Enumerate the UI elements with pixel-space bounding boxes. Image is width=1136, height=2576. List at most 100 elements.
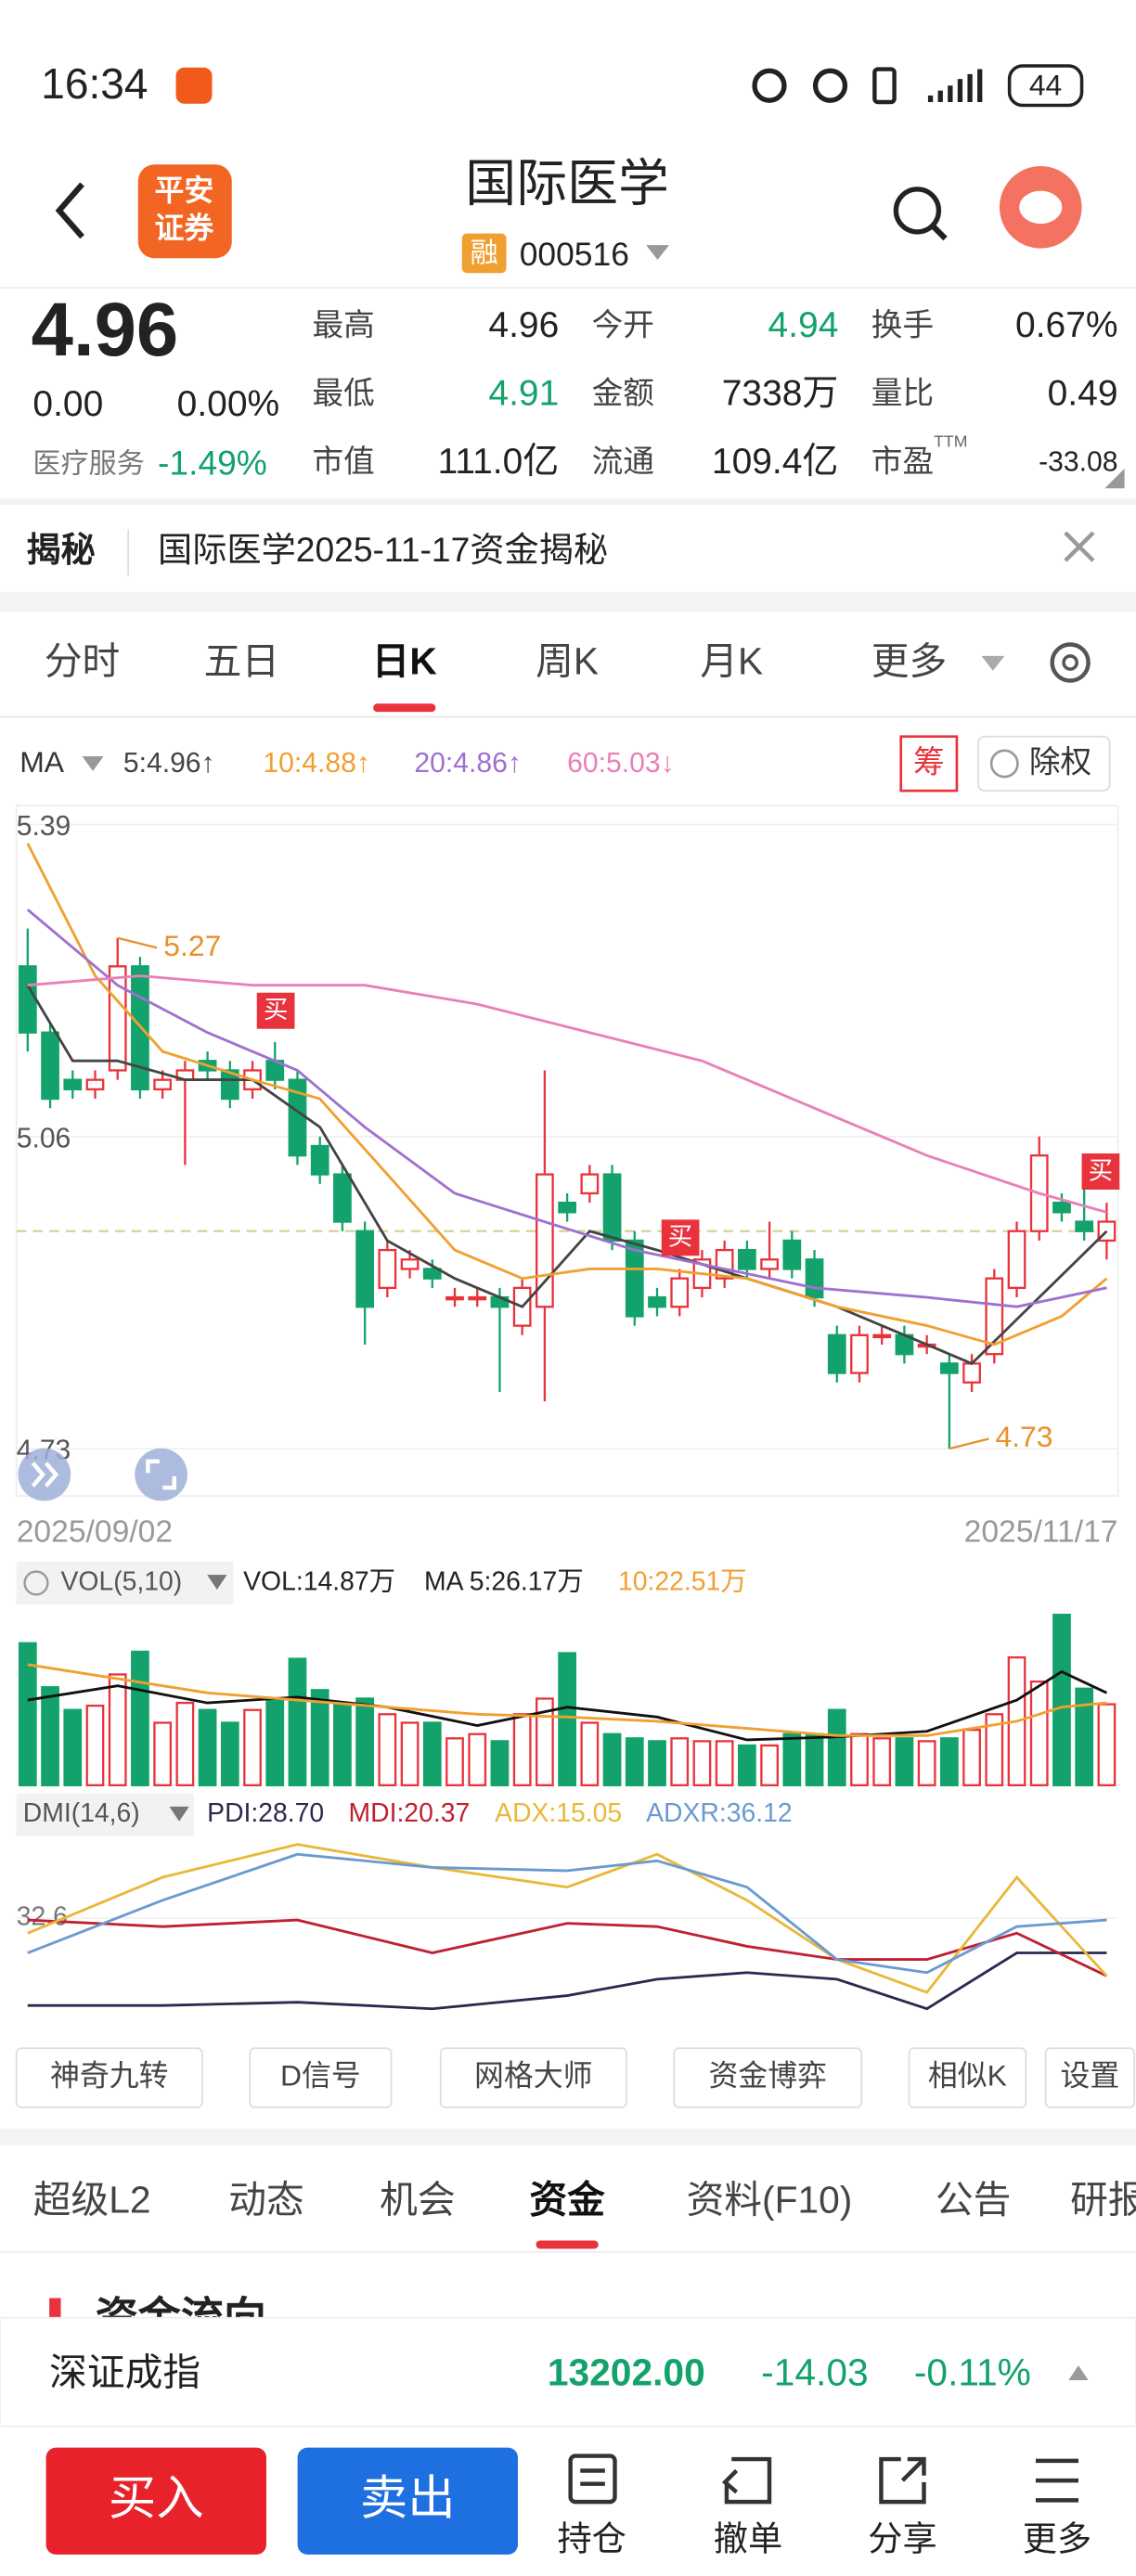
period-tab[interactable]: 月K	[700, 640, 763, 683]
vol-indicator-box[interactable]	[16, 1561, 234, 1604]
field-label: 今开	[592, 308, 654, 343]
buy-signal-text: 买	[264, 996, 289, 1024]
candle-body	[782, 1239, 802, 1270]
logo-text: 证券	[155, 212, 215, 245]
alarm-icon	[812, 68, 848, 103]
tool-button[interactable]	[439, 2047, 627, 2108]
candle-body	[1075, 1220, 1094, 1232]
volume-bar	[422, 1721, 442, 1786]
volume-bar	[378, 1713, 397, 1786]
notice-text[interactable]: 国际医学2025-11-17资金揭秘	[158, 530, 608, 569]
extreme-label: 4.73	[995, 1420, 1052, 1453]
volume-ma-legend: 10:22.51万	[618, 1566, 747, 1596]
search-button[interactable]	[893, 187, 942, 235]
ma-legend: 5:4.96↑	[123, 748, 215, 779]
volume-bar	[198, 1708, 217, 1786]
candle-body	[220, 1069, 239, 1101]
period-tab[interactable]: 五日	[204, 640, 279, 683]
dropdown-arrow[interactable]	[646, 245, 669, 261]
field-value: 4.91	[488, 373, 559, 413]
period-tab[interactable]: 更多	[871, 640, 947, 683]
close-notice[interactable]	[1064, 531, 1095, 562]
volume-bar	[715, 1740, 734, 1786]
candle-body	[18, 965, 37, 1034]
period-tab[interactable]: 日K	[372, 640, 438, 683]
vol-dropdown	[207, 1575, 227, 1591]
nav-label[interactable]: 持仓	[557, 2518, 626, 2557]
section-tab[interactable]: 动态	[228, 2179, 303, 2222]
volume-bar	[760, 1744, 779, 1786]
ma-label[interactable]: MA	[19, 745, 65, 779]
volume-bar	[1029, 1680, 1049, 1786]
margin-badge-text: 融	[471, 238, 498, 269]
volume-bar	[872, 1737, 892, 1786]
volume-bar	[220, 1721, 239, 1786]
tool-button[interactable]	[1044, 2047, 1136, 2108]
field-sup: TTM	[934, 431, 967, 450]
period-tab[interactable]: 周K	[536, 640, 599, 683]
corner-arrow	[1104, 468, 1125, 489]
chip-button[interactable]	[899, 735, 959, 792]
section-tab[interactable]: 公告	[936, 2179, 1011, 2222]
price-change: 0.00	[32, 384, 103, 424]
candle-body	[602, 1173, 622, 1243]
volume-bar	[805, 1732, 824, 1786]
candle-body	[648, 1295, 666, 1308]
section-tab[interactable]: 资金	[529, 2179, 605, 2222]
tool-button[interactable]	[15, 2047, 203, 2108]
section-tab[interactable]: 超级L2	[33, 2179, 151, 2222]
volume-bar	[962, 1728, 981, 1786]
buy-signal	[661, 1219, 700, 1256]
volume-bar	[782, 1732, 802, 1786]
volume-bar	[580, 1721, 600, 1786]
expand-arrow[interactable]	[1068, 2365, 1089, 2381]
candle-body	[422, 1268, 442, 1280]
chip-button-text: 筹	[913, 745, 945, 780]
period-tab[interactable]: 分时	[45, 640, 120, 683]
field-label: 换手	[871, 308, 934, 343]
field-value: 109.4亿	[712, 442, 838, 482]
section-tab[interactable]: 研报	[1070, 2179, 1136, 2222]
tool-button-text: 设置	[1061, 2059, 1120, 2093]
settings-button[interactable]	[1050, 642, 1091, 683]
candle-body	[85, 1078, 105, 1091]
tool-button-text: 相似K	[928, 2059, 1007, 2093]
nav-label[interactable]: 分享	[868, 2518, 936, 2557]
section-tab[interactable]: 机会	[380, 2179, 455, 2222]
buy-signal	[256, 992, 295, 1029]
volume-bar	[692, 1740, 712, 1786]
margin-badge	[461, 233, 507, 274]
nav-label[interactable]: 更多	[1023, 2518, 1091, 2557]
volume-bar	[468, 1732, 487, 1786]
volume-bar	[63, 1708, 83, 1786]
candle-body	[310, 1144, 329, 1176]
candle-body	[558, 1201, 576, 1214]
volume-bar	[738, 1744, 756, 1786]
index-change: -14.03	[761, 2351, 869, 2394]
candle-body	[827, 1333, 846, 1374]
sell-button[interactable]	[297, 2447, 518, 2555]
candle-body	[63, 1078, 83, 1091]
ma-dropdown[interactable]	[82, 755, 104, 771]
info-icon	[989, 749, 1019, 779]
back-button[interactable]	[55, 182, 84, 239]
volume-bar	[153, 1721, 173, 1786]
tool-button[interactable]	[908, 2047, 1027, 2108]
section-tab[interactable]: 资料(F10)	[687, 2179, 853, 2222]
nav-label[interactable]: 撤单	[714, 2518, 782, 2557]
field-label: 市值	[313, 444, 375, 480]
fullscreen-button[interactable]	[135, 1448, 187, 1501]
candle-body	[760, 1258, 779, 1270]
tool-button[interactable]	[673, 2047, 863, 2108]
candle-body	[355, 1230, 375, 1308]
buy-button[interactable]	[45, 2447, 266, 2555]
tool-button[interactable]	[249, 2047, 393, 2108]
buy-button-text: 买入	[109, 2472, 204, 2525]
candle-body	[962, 1362, 981, 1384]
dmi-indicator-box[interactable]	[16, 1793, 195, 1836]
adjust-button[interactable]	[977, 735, 1111, 792]
eye-icon	[752, 68, 787, 103]
volume-ma-legend: MA 5:26.17万	[424, 1566, 584, 1596]
index-bar[interactable]	[0, 2316, 1136, 2428]
field-value: 111.0亿	[438, 442, 560, 482]
